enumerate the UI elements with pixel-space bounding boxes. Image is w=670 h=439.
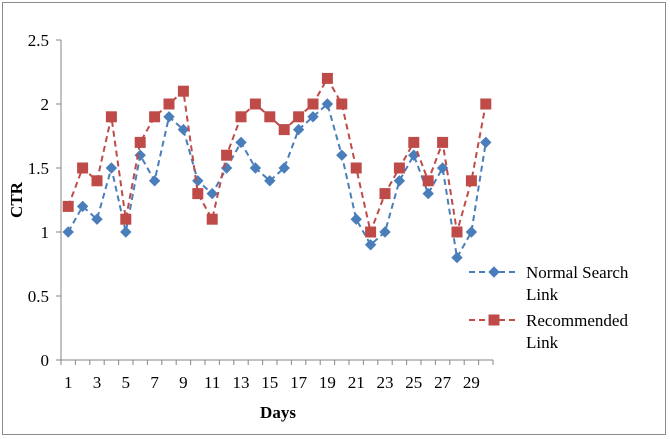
data-point <box>235 111 247 123</box>
x-tick-label: 7 <box>150 373 159 392</box>
data-point <box>451 226 463 238</box>
data-point <box>408 136 420 148</box>
x-tick-label: 23 <box>377 373 394 392</box>
data-point <box>293 111 305 123</box>
data-point <box>350 162 362 174</box>
data-point <box>422 187 434 200</box>
y-tick-label: 0 <box>41 351 50 370</box>
data-point <box>249 98 261 110</box>
data-point <box>62 226 74 238</box>
legend-label: Recommended <box>526 311 628 330</box>
data-point <box>336 98 348 110</box>
data-point <box>177 123 190 136</box>
legend-label: Link <box>526 333 559 352</box>
data-point <box>480 98 492 110</box>
data-point <box>336 149 348 161</box>
data-point <box>148 175 161 187</box>
data-point <box>206 213 218 225</box>
axes <box>56 39 494 365</box>
legend-entry: Recommended Link <box>469 311 628 352</box>
x-tick-label: 19 <box>319 373 336 392</box>
series-line <box>67 76 487 236</box>
x-axis-title: Days <box>260 403 296 422</box>
legend-marker <box>488 314 500 326</box>
y-tick-label: 0.5 <box>28 287 49 306</box>
data-point <box>422 175 434 187</box>
data-point <box>221 149 233 161</box>
x-tick-label: 9 <box>179 373 188 392</box>
data-point <box>321 72 333 84</box>
data-point <box>105 111 117 123</box>
tick-labels: 00.511.522.51 3 5 7 9 11 13 15 17 19 21 23 25 27 29 <box>28 31 480 392</box>
x-tick-label: 5 <box>122 373 131 392</box>
y-tick-label: 1 <box>41 223 50 242</box>
legend-label: Link <box>526 285 559 304</box>
data-point <box>321 98 334 110</box>
data-point <box>264 111 276 123</box>
x-tick-label: 21 <box>348 373 365 392</box>
y-tick-label: 1.5 <box>28 159 49 178</box>
x-tick-label: 11 <box>204 373 220 392</box>
data-point <box>350 213 362 225</box>
data-point <box>177 85 189 97</box>
data-point <box>379 188 391 200</box>
data-point <box>149 111 161 123</box>
data-point <box>120 213 132 225</box>
x-tick-label: 17 <box>290 373 308 392</box>
data-point <box>278 162 290 174</box>
x-tick-label: 13 <box>233 373 250 392</box>
data-point <box>192 188 204 200</box>
y-axis-title: CTR <box>7 181 26 218</box>
data-point <box>465 226 478 238</box>
legend: Normal Search Link Recommended Link <box>469 263 629 352</box>
data-point <box>235 136 247 149</box>
data-point <box>77 162 89 174</box>
data-point <box>465 175 477 187</box>
data-point <box>307 111 319 123</box>
data-point <box>393 175 406 187</box>
data-point <box>120 226 132 238</box>
data-point <box>307 98 319 110</box>
x-tick-label: 1 <box>64 373 73 392</box>
data-point <box>62 200 74 212</box>
data-point <box>365 226 377 238</box>
data-point <box>436 162 449 174</box>
data-point <box>451 251 463 264</box>
data-point <box>249 162 262 174</box>
legend-label: Normal Search <box>526 263 629 282</box>
data-point <box>480 136 492 149</box>
data-point <box>91 175 103 187</box>
data-point <box>76 200 89 213</box>
line-chart: 00.511.522.51 3 5 7 9 11 13 15 17 19 21 23 25 27 29 CT… <box>7 31 629 422</box>
series-0 <box>62 98 492 264</box>
data-point <box>278 124 290 136</box>
data-point <box>134 136 146 148</box>
data-point <box>393 162 405 174</box>
data-point <box>264 175 276 187</box>
x-tick-label: 15 <box>261 373 278 392</box>
y-tick-label: 2 <box>41 95 50 114</box>
x-tick-label: 27 <box>434 373 452 392</box>
legend-marker <box>488 266 500 278</box>
data-point <box>379 226 391 238</box>
series-line <box>67 102 487 261</box>
x-tick-label: 3 <box>93 373 102 392</box>
data-point <box>292 123 305 136</box>
y-tick-label: 2.5 <box>28 31 49 50</box>
data-point <box>105 162 118 174</box>
data-point <box>206 187 218 200</box>
legend-entry: Normal Search Link <box>469 263 629 304</box>
data-point <box>163 98 175 110</box>
data-point <box>91 213 103 225</box>
data-point <box>163 111 175 123</box>
series-group <box>62 72 492 264</box>
series-1 <box>62 72 492 238</box>
data-point <box>437 136 449 148</box>
data-point <box>364 239 377 251</box>
x-tick-label: 29 <box>463 373 480 392</box>
chart-area: 0 0.5 1 1.5 2 2.5 1 3 5 7 9 11 13 15 17 19 21 23 25 27 29 CT… <box>2 2 666 435</box>
x-tick-label: 25 <box>405 373 422 392</box>
data-point <box>192 175 204 187</box>
